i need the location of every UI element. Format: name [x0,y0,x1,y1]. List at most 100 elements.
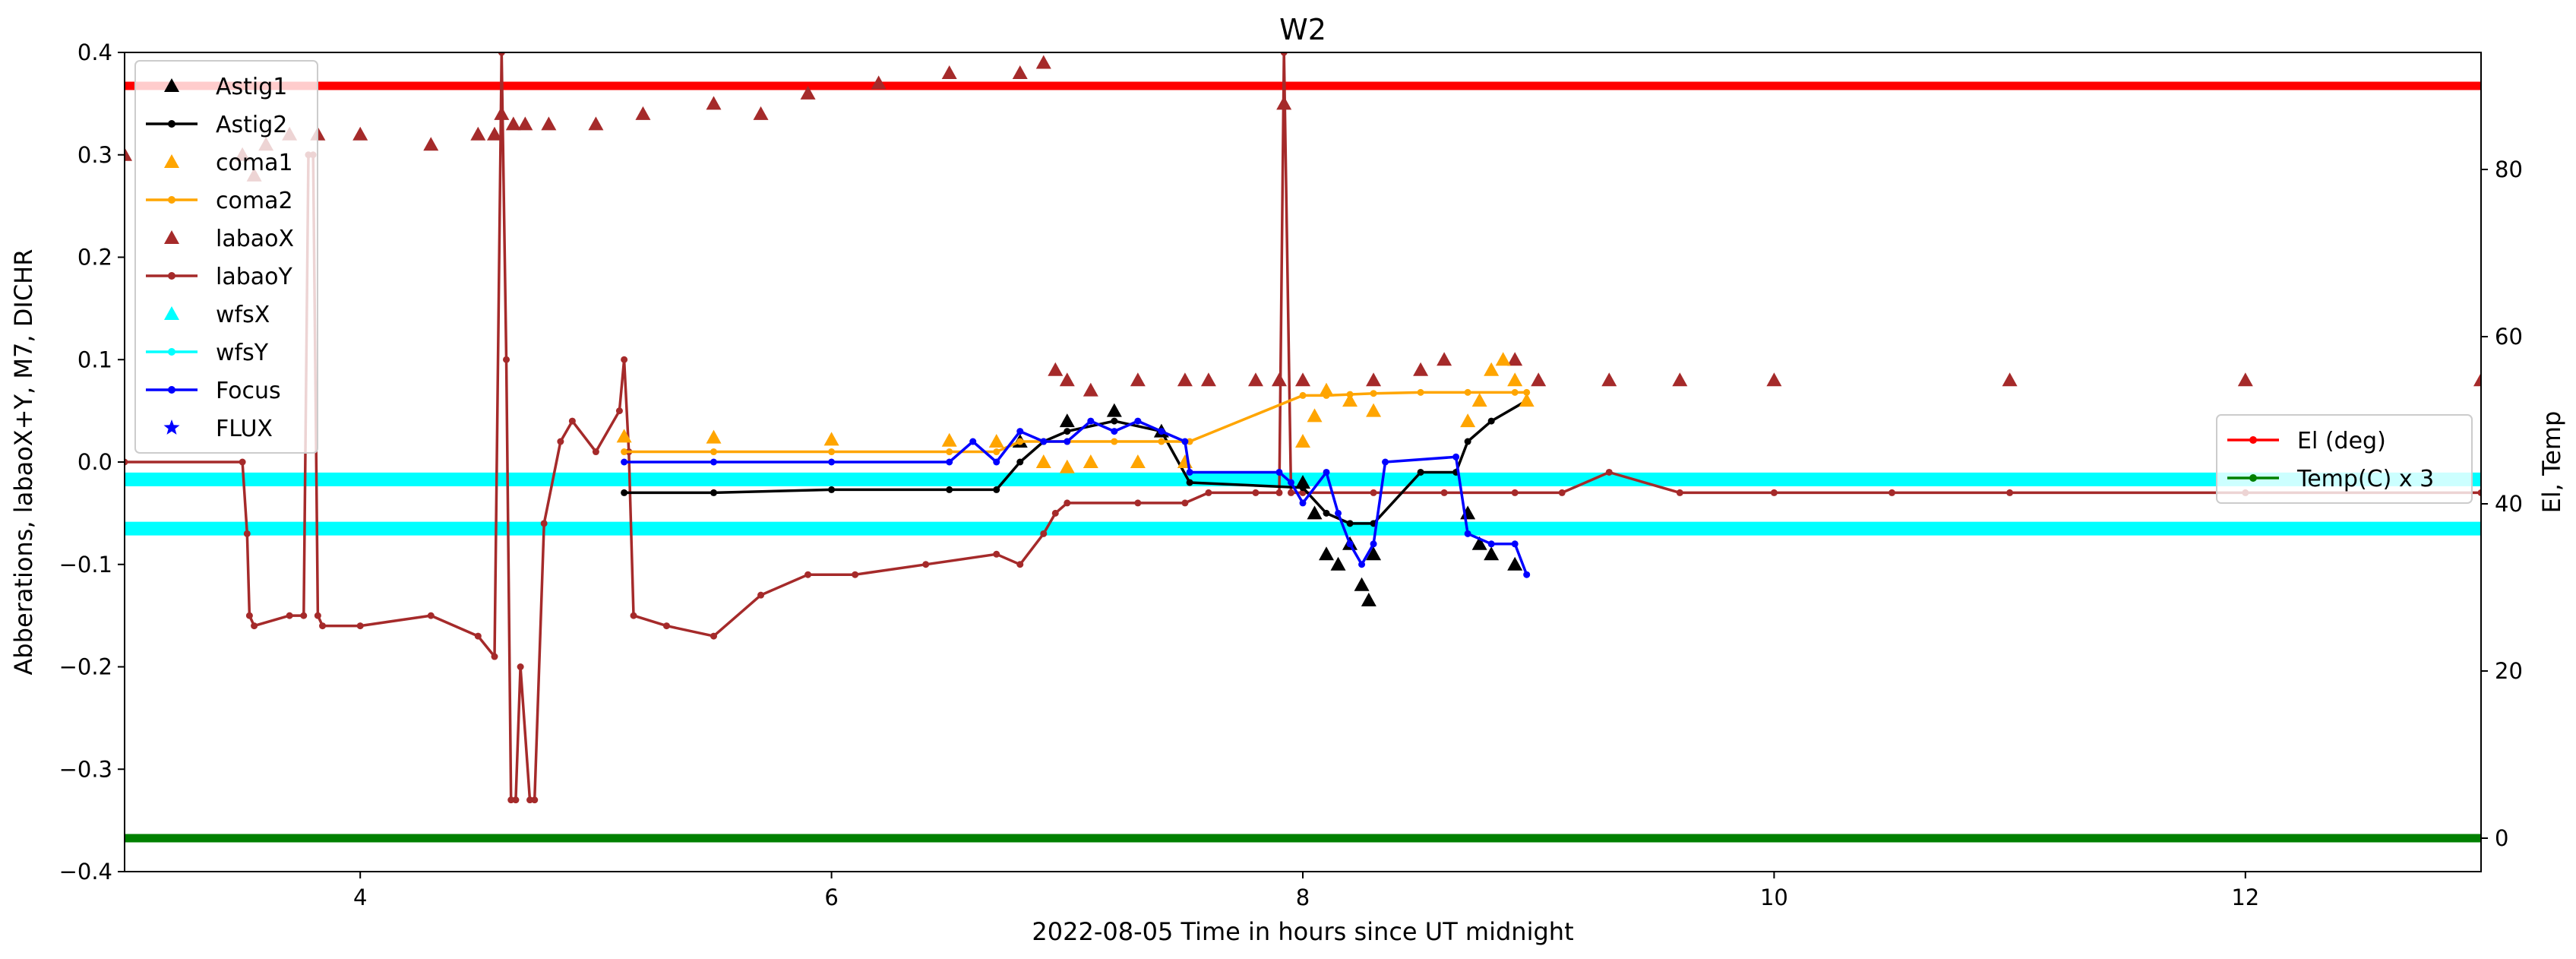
data-point [1307,505,1323,520]
data-point [1335,509,1342,517]
data-point [1035,55,1051,69]
data-point [1346,540,1354,548]
data-point [1523,388,1531,396]
data-point [621,448,628,456]
legend-label: labaoY [216,264,293,290]
y-tick-label: −0.3 [59,756,112,782]
legend-item-coma2: coma2 [146,188,293,214]
y-tick-label: 0.0 [77,449,112,475]
data-point [1271,372,1287,387]
data-point [1083,454,1098,468]
data-point [503,356,510,363]
data-point [1106,403,1122,417]
data-point [1181,438,1189,445]
data-point [1252,489,1260,496]
data-point [1672,372,1688,387]
data-point [993,486,1000,493]
data-point [635,106,651,120]
x-tick-label: 12 [2231,885,2259,910]
data-point [251,622,258,630]
y-tick-label: −0.2 [59,654,112,680]
data-point [1495,352,1511,366]
data-point [592,448,599,456]
data-point [2477,489,2481,496]
data-point [526,796,534,804]
data-point [243,530,251,537]
legend-marker [2249,436,2257,444]
data-point [1366,372,1382,387]
legend-label: coma1 [216,150,293,176]
series-line [624,419,1528,575]
data-point [1083,382,1098,397]
data-point [1605,468,1613,476]
series-focus [621,417,1531,578]
data-point [498,52,505,56]
x-tick-label: 6 [824,885,838,910]
data-point [1342,393,1358,407]
data-point [1181,499,1189,507]
data-point [1051,509,1059,517]
data-point [125,458,128,466]
legend-marker [168,272,175,280]
y2-axis-title: El, Temp [2537,411,2566,514]
legend-item-wfsy: wfsY [146,340,269,366]
legend-item-astig2: Astig2 [146,112,287,138]
data-point [946,486,953,493]
data-point [969,438,977,445]
data-point [531,796,539,804]
series-layer [125,52,2481,843]
data-point [1511,540,1519,548]
data-point [1358,561,1366,568]
data-point [557,438,564,445]
data-point [1464,438,1471,445]
legend-label: FLUX [216,416,273,442]
data-point [621,458,628,466]
data-point [2473,372,2481,387]
data-point [1134,417,1142,425]
data-point [621,356,628,363]
y2-tick-label: 0 [2495,825,2508,851]
data-point [1111,417,1118,425]
data-point [1413,362,1429,376]
data-point [1417,468,1424,476]
data-point [568,417,576,425]
legend-marker [164,154,179,168]
data-point [1471,393,1487,407]
data-point [1016,458,1024,466]
data-point [1064,499,1071,507]
legend-label: Temp(C) x 3 [2296,466,2434,492]
data-point [300,612,308,619]
legend-label: wfsY [216,340,269,366]
y-axis-right: 0 20 40 60 80 [2481,157,2523,851]
data-point [1676,489,1683,496]
y-tick-label: 0.4 [77,40,112,65]
y-tick-label: −0.1 [59,552,112,578]
data-point [1558,489,1566,496]
data-point [1382,458,1389,466]
data-point [1064,438,1071,445]
data-point [1366,403,1382,417]
legend-item-el-deg: El (deg) [2227,428,2386,454]
legend-item-coma1: coma1 [164,150,293,176]
data-point [621,489,628,496]
data-point [487,126,503,141]
data-point [474,632,482,640]
data-point [1275,468,1283,476]
legend-label: labaoX [216,226,294,252]
data-point [1487,417,1495,425]
data-point [245,612,253,619]
data-point [1464,388,1471,396]
data-point [1186,468,1193,476]
y2-tick-label: 40 [2495,491,2523,517]
legend-marker [168,120,175,128]
y2-tick-label: 80 [2495,157,2523,182]
series-labaox [125,55,2481,397]
data-point [706,429,722,444]
data-point [1507,372,1523,387]
data-point [1016,438,1024,445]
data-point [507,796,515,804]
y-axis-left: −0.4 −0.3 −0.2 −0.1 0.0 0.1 0.2 0.3 0.4 [59,40,125,885]
data-point [1280,52,1288,56]
chart-title: W2 [1279,13,1326,46]
